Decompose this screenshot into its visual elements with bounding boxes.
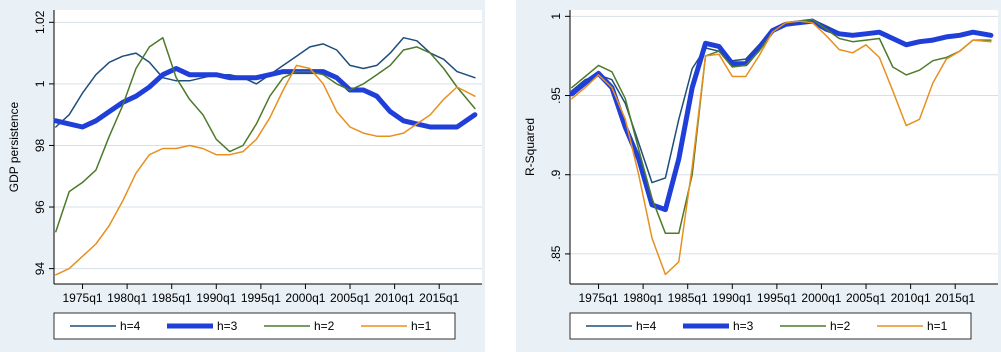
legend-label: h=2: [830, 319, 851, 333]
x-tick-label: 1980q1: [623, 291, 663, 305]
y-tick-label: 94: [33, 262, 47, 276]
chart-panel-r-squared: .85 .9 .95 1 1975q1 1980q1 1985q1 1990q1 1995q1 2…: [516, 0, 1001, 352]
x-tick-label: 2015q1: [935, 291, 975, 305]
x-tick-label: 2005q1: [846, 291, 886, 305]
y-tick-label: 1: [549, 13, 563, 20]
x-tick-label: 1985q1: [668, 291, 708, 305]
series-line-h-4: [55, 36, 476, 128]
legend-label: h=3: [733, 319, 754, 333]
series-line-h-1: [55, 64, 476, 276]
legend-label: h=1: [927, 319, 948, 333]
x-tick-label: 2000q1: [285, 291, 325, 305]
x-tick-label: 2005q1: [330, 291, 370, 305]
y-tick-label: 1: [33, 80, 47, 87]
x-tick-label: 2015q1: [419, 291, 459, 305]
y-tick-label: 98: [33, 138, 47, 152]
x-tick-label: 1985q1: [152, 291, 192, 305]
y-tick-label: 1.02: [33, 10, 47, 34]
x-tick-label: 1995q1: [757, 291, 797, 305]
legend-label: h=4: [120, 319, 141, 333]
x-tick-label: 2010q1: [891, 291, 931, 305]
series-line-h-1: [571, 20, 992, 276]
legend-label: h=2: [314, 319, 335, 333]
y-axis-title: GDP persistence: [7, 101, 21, 192]
plot-area: [570, 10, 998, 284]
x-tick-label: 2000q1: [801, 291, 841, 305]
legend-label: h=3: [217, 319, 238, 333]
r-squared-chart: .85 .9 .95 1 1975q1 1980q1 1985q1 1990q1 1995q1 2…: [523, 10, 998, 340]
x-tick-label: 2010q1: [375, 291, 415, 305]
y-tick-label: 96: [33, 200, 47, 214]
y-tick-label: .85: [549, 245, 563, 262]
x-tick-label: 1980q1: [107, 291, 147, 305]
x-tick-label: 1990q1: [712, 291, 752, 305]
x-tick-label: 1995q1: [241, 291, 281, 305]
x-tick-label: 1990q1: [196, 291, 236, 305]
gdp-persistence-chart: 94 96 98 1 1.02 1975q1 1980q1 1985q1 1990q1 1995q…: [7, 10, 482, 340]
chart-panel-gdp-persistence: 94 96 98 1 1.02 1975q1 1980q1 1985q1 1990q1 1995q…: [0, 0, 485, 352]
legend-label: h=4: [636, 319, 657, 333]
legend-label: h=1: [411, 319, 432, 333]
y-tick-label: .9: [549, 169, 563, 179]
x-tick-label: 1975q1: [579, 291, 619, 305]
y-tick-label: .95: [549, 87, 563, 104]
plot-area: [54, 10, 482, 284]
x-tick-label: 1975q1: [63, 291, 103, 305]
y-axis-title: R-Squared: [523, 118, 537, 176]
series-line-h-2: [55, 36, 476, 233]
